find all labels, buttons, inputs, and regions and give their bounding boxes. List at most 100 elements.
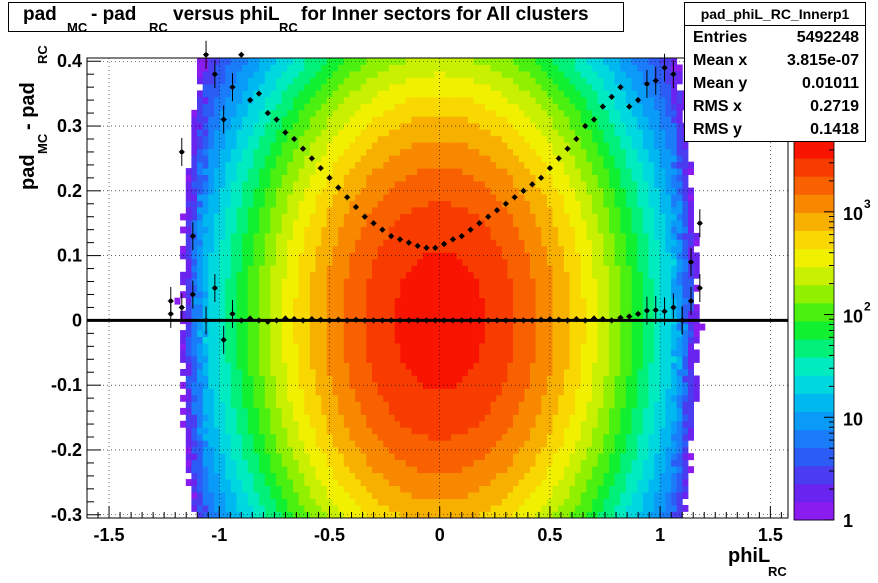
heatmap-cell <box>428 330 435 337</box>
heatmap-cell <box>383 161 390 169</box>
heatmap-cell <box>501 71 508 78</box>
heatmap-cell <box>467 135 474 143</box>
heatmap-cell <box>479 388 486 396</box>
heatmap-cell <box>400 239 407 247</box>
heatmap-cell <box>383 265 390 273</box>
heatmap-cell <box>264 291 271 299</box>
heatmap-cell <box>236 258 243 266</box>
heatmap-cell <box>434 213 441 221</box>
heatmap-cell <box>253 310 260 318</box>
heatmap-cell <box>422 330 429 337</box>
heatmap-cell <box>575 407 582 415</box>
heatmap-cell <box>202 271 209 279</box>
heatmap-cell <box>411 375 418 383</box>
heatmap-cell <box>377 90 384 98</box>
heatmap-cell <box>293 466 299 474</box>
heatmap-cell <box>451 453 457 461</box>
heatmap-cell <box>535 284 542 292</box>
heatmap-cell <box>569 388 576 396</box>
heatmap-cell <box>501 90 508 98</box>
heatmap-cell <box>388 284 395 292</box>
heatmap-cell <box>270 265 277 273</box>
heatmap-cell <box>405 479 412 486</box>
heatmap-cell <box>355 323 362 331</box>
heatmap-cell <box>293 291 299 299</box>
heatmap-cell <box>185 245 192 253</box>
heatmap-cell <box>343 433 350 441</box>
heatmap-cell <box>462 453 469 461</box>
heatmap-cell <box>501 375 508 383</box>
heatmap-cell <box>563 226 570 234</box>
heatmap-cell <box>293 148 299 156</box>
heatmap-cell <box>563 213 570 221</box>
heatmap-cell <box>309 116 316 124</box>
heatmap-cell <box>507 174 514 182</box>
heatmap-cell <box>321 194 328 201</box>
heatmap-cell <box>208 71 215 78</box>
heatmap-cell <box>276 71 282 78</box>
heatmap-cell <box>484 226 491 234</box>
heatmap-cell <box>214 414 220 422</box>
heatmap-cell <box>394 388 401 396</box>
heatmap-cell <box>394 414 401 422</box>
heatmap-cell <box>434 362 441 370</box>
heatmap-cell <box>518 427 525 435</box>
heatmap-cell <box>524 420 531 428</box>
heatmap-cell <box>496 479 503 486</box>
heatmap-cell <box>417 271 424 279</box>
heatmap-cell <box>434 83 441 91</box>
heatmap-cell <box>462 407 469 415</box>
heatmap-cell <box>417 479 424 486</box>
heatmap-cell <box>270 330 277 337</box>
heatmap-cell <box>518 161 525 169</box>
heatmap-cell <box>366 71 373 78</box>
heatmap-cell <box>270 479 277 486</box>
heatmap-cell <box>507 116 514 124</box>
heatmap-cell <box>456 96 463 104</box>
heatmap-cell <box>411 258 418 266</box>
heatmap-cell <box>247 323 254 331</box>
heatmap-cell <box>293 349 299 357</box>
heatmap-cell <box>563 369 570 376</box>
heatmap-cell <box>185 291 192 299</box>
heatmap-cell <box>400 83 407 91</box>
heatmap-cell <box>270 362 277 370</box>
heatmap-cell <box>422 116 429 124</box>
heatmap-cell <box>287 109 294 117</box>
heatmap-cell <box>360 310 367 318</box>
heatmap-cell <box>315 362 322 370</box>
heatmap-cell <box>259 349 266 357</box>
heatmap-cell <box>377 174 384 182</box>
heatmap-cell <box>293 427 299 435</box>
heatmap-cell <box>332 168 339 175</box>
heatmap-cell <box>326 103 333 111</box>
heatmap-cell <box>214 252 220 260</box>
heatmap-cell <box>388 407 395 415</box>
heatmap-cell <box>473 498 480 506</box>
heatmap-cell <box>400 181 407 188</box>
heatmap-cell <box>360 239 367 247</box>
heatmap-cell <box>422 440 429 448</box>
heatmap-cell <box>219 220 226 227</box>
heatmap-cell <box>298 220 305 227</box>
heatmap-cell <box>394 122 401 130</box>
heatmap-cell <box>349 284 356 292</box>
heatmap-cell <box>558 440 565 448</box>
heatmap-cell <box>479 291 486 299</box>
heatmap-cell <box>242 258 249 266</box>
heatmap-cell <box>332 239 339 247</box>
heatmap-cell <box>276 343 282 350</box>
heatmap-cell <box>185 362 192 370</box>
heatmap-cell <box>338 252 345 260</box>
heatmap-cell <box>541 349 548 357</box>
heatmap-cell <box>580 453 587 461</box>
heatmap-cell <box>524 168 531 175</box>
heatmap-cell <box>400 336 407 344</box>
heatmap-cell <box>202 258 209 266</box>
heatmap-cell <box>242 83 249 91</box>
heatmap-cell <box>541 369 548 376</box>
heatmap-cell <box>349 485 356 493</box>
heatmap-cell <box>247 511 254 519</box>
heatmap-cell <box>479 142 486 150</box>
heatmap-cell <box>372 271 378 279</box>
